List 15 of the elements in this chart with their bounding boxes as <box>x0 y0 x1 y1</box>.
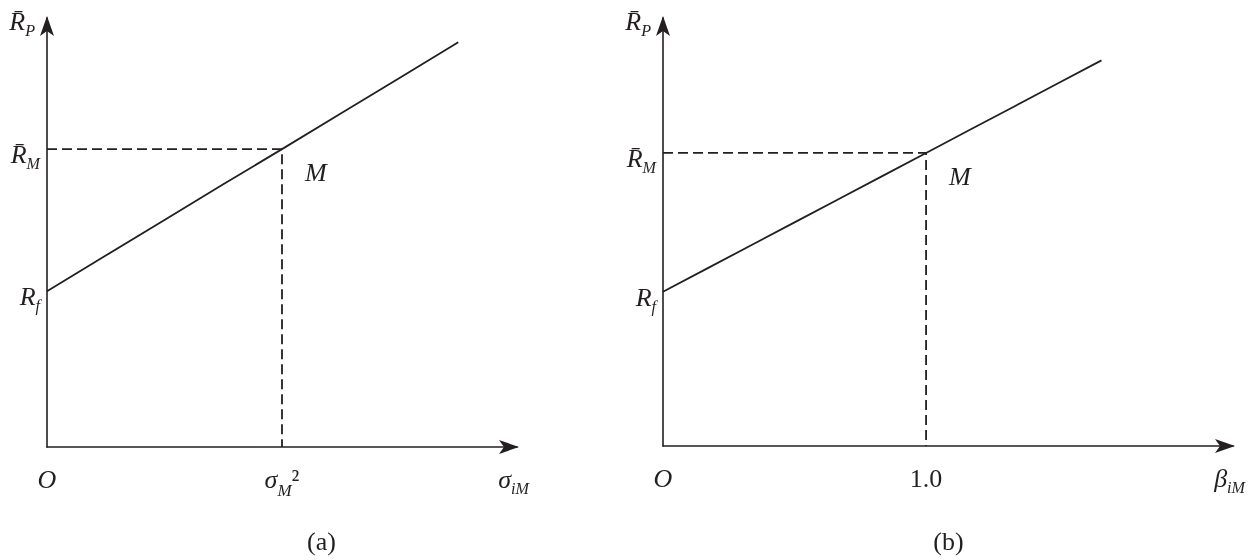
y-axis-title: R̄$_{P}$ <box>625 7 651 40</box>
annotation: M <box>949 161 971 191</box>
x-tick-label: 1.0 <box>909 463 943 493</box>
x-tick-label: O <box>37 464 57 494</box>
annotation: M <box>305 158 327 188</box>
x-tick-label: O <box>653 463 673 493</box>
text: (b) <box>933 526 964 557</box>
annotation: R$_{f}$ <box>635 282 656 315</box>
x-axis-title: σ$_{iM}$ <box>498 465 529 498</box>
annotation: R̄$_{M}$ <box>10 140 40 173</box>
annotation: R̄$_{M}$ <box>626 144 656 177</box>
text: (a) <box>307 526 336 557</box>
annotation: R$_{f}$ <box>19 282 40 315</box>
x-axis-title: β$_{iM}$ <box>1214 464 1245 497</box>
y-axis-title: R̄$_{P}$ <box>9 7 35 40</box>
